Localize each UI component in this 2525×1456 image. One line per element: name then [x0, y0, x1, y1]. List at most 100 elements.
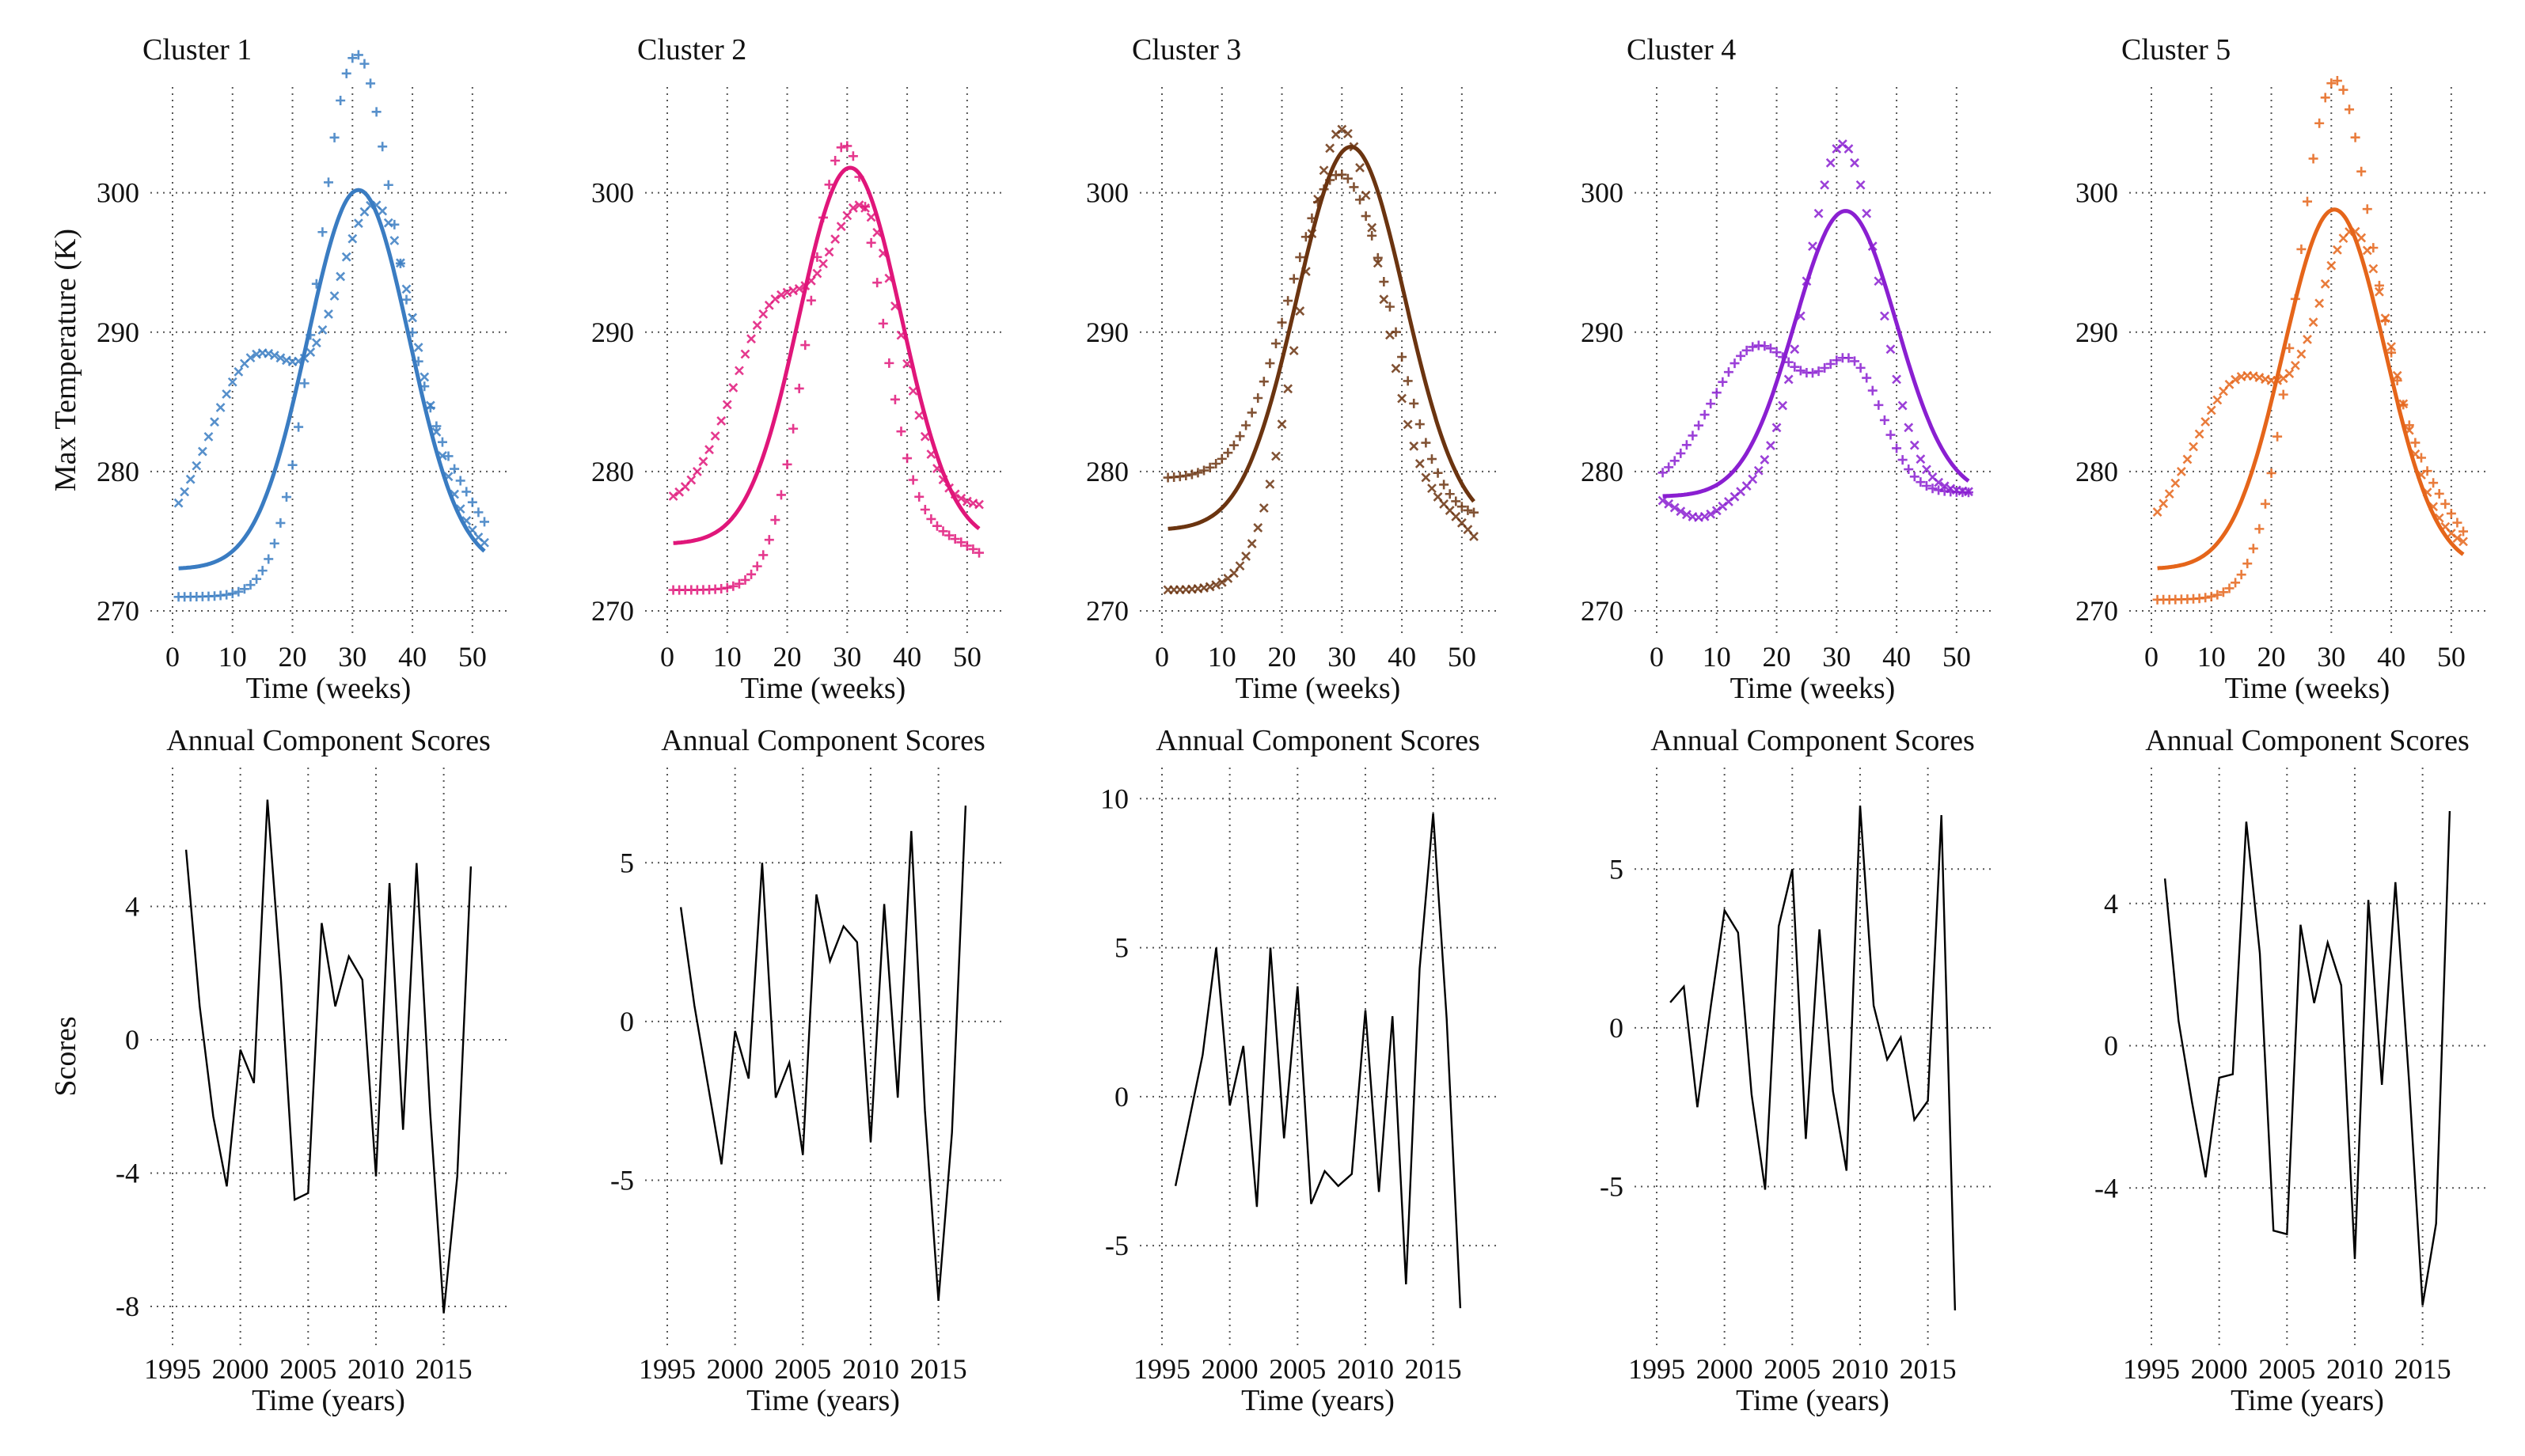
cross-marker [1681, 510, 1692, 520]
cross-marker [173, 498, 184, 508]
cross-marker [408, 313, 417, 323]
cluster-5-scores-panel: Annual Component Scores 1995 2000 2005 2010 2… [2094, 724, 2485, 1417]
cross-marker [311, 338, 321, 348]
x-tick-label: 50 [458, 641, 487, 673]
plus-marker [728, 581, 739, 591]
y-tick-label: 290 [97, 317, 139, 348]
cross-marker [2290, 360, 2300, 370]
x-axis-label: Time (weeks) [1236, 672, 1401, 705]
cross-marker [1813, 208, 1824, 218]
plus-marker [294, 422, 304, 432]
plus-marker [1736, 351, 1746, 361]
y-tick-label: 270 [1581, 595, 1623, 627]
cross-marker [2231, 374, 2240, 385]
cross-marker [866, 212, 876, 222]
plus-marker [1916, 477, 1926, 487]
plus-marker [1874, 400, 1884, 410]
cross-marker [222, 389, 232, 399]
cross-marker [1229, 568, 1239, 578]
cross-marker [1843, 144, 1854, 154]
x-tick-label: 30 [833, 641, 861, 673]
cross-marker [2386, 342, 2396, 352]
cross-marker [1403, 419, 1413, 430]
y-tick-label: -4 [116, 1157, 139, 1189]
x-tick-label: 2000 [1696, 1353, 1753, 1385]
x-tick-label: 20 [2257, 641, 2286, 673]
plus-marker [2434, 488, 2444, 499]
x-axis-label: Time (years) [1241, 1384, 1395, 1417]
plus-marker [1862, 373, 1872, 383]
cross-marker [1766, 441, 1775, 450]
x-tick-label: 2005 [774, 1353, 831, 1385]
x-tick-label: 2010 [2326, 1353, 2383, 1385]
y-tick-label: 280 [591, 456, 634, 487]
x-tick-label: 2015 [910, 1353, 967, 1385]
plus-marker [1669, 456, 1680, 466]
plus-marker [776, 490, 786, 500]
cross-marker [686, 475, 697, 485]
cluster-5-weekly-panel: Cluster 5 0 10 20 30 40 50 270 280 290 300 Time (we… [2075, 33, 2485, 705]
cross-marker [1825, 157, 1836, 168]
plus-marker [2200, 593, 2211, 603]
cross-marker [2392, 370, 2402, 381]
plus-marker [1927, 483, 1938, 494]
plus-marker [2459, 526, 2468, 537]
plus-marker [2446, 508, 2456, 518]
plus-marker [1795, 366, 1805, 376]
x-tick-label: 40 [398, 641, 427, 673]
plus-marker [1741, 345, 1752, 355]
plus-marker [1355, 195, 1365, 205]
plus-marker [1421, 438, 1431, 448]
cross-marker [2206, 405, 2216, 415]
cross-marker [1277, 419, 1287, 430]
plus-marker [317, 227, 328, 237]
cluster-4-weekly-panel: Cluster 4 0 10 20 30 40 50 270 280 290 300 Time (we… [1581, 33, 1991, 705]
x-tick-label: 2010 [1337, 1353, 1394, 1385]
x-axis-label: Time (weeks) [741, 672, 906, 705]
plus-marker [1397, 352, 1407, 362]
plus-marker [1723, 367, 1733, 377]
plus-marker [2356, 166, 2367, 176]
y-axis-label: Scores [49, 1016, 82, 1096]
plus-marker [872, 278, 883, 288]
cross-marker [383, 218, 393, 228]
x-tick-label: 50 [2437, 641, 2466, 673]
cross-marker [1373, 258, 1383, 268]
cross-marker [692, 467, 702, 476]
cross-marker [2398, 399, 2409, 409]
plus-marker [2345, 104, 2355, 115]
plus-marker [1904, 464, 1914, 475]
plus-marker [734, 578, 744, 589]
cross-marker [1319, 165, 1329, 176]
x-tick-label: 2000 [707, 1353, 764, 1385]
plus-marker [2314, 118, 2325, 128]
cross-marker [854, 200, 864, 210]
cross-marker [1862, 208, 1872, 218]
fitted-curve [1168, 144, 1475, 531]
x-tick-label: 40 [1882, 641, 1911, 673]
cross-marker [1259, 503, 1269, 513]
x-axis-label: Time (weeks) [246, 672, 412, 705]
cross-marker [1367, 222, 1377, 233]
x-tick-label: 20 [773, 641, 802, 673]
cross-marker [192, 461, 202, 471]
cross-marker [1247, 539, 1257, 548]
cross-marker [425, 400, 435, 411]
cross-marker [234, 366, 244, 377]
x-tick-label: 2010 [1832, 1353, 1889, 1385]
score-series-line [1669, 806, 1957, 1311]
x-tick-label: 2010 [347, 1353, 404, 1385]
plus-marker [2242, 559, 2253, 569]
cross-marker [1295, 306, 1305, 316]
cluster-4-scores-panel: Annual Component Scores 1995 2000 2005 2010 2… [1600, 724, 1991, 1417]
y-tick-label: 270 [591, 595, 634, 627]
plus-marker [1205, 462, 1215, 472]
y-tick-label: 0 [1609, 1012, 1623, 1044]
cross-marker [812, 268, 822, 279]
x-tick-label: 2000 [1202, 1353, 1259, 1385]
plus-marker [1337, 169, 1347, 180]
panel-title: Cluster 2 [637, 33, 746, 66]
plus-marker [1909, 472, 1919, 482]
x-axis-label: Time (years) [746, 1384, 900, 1417]
